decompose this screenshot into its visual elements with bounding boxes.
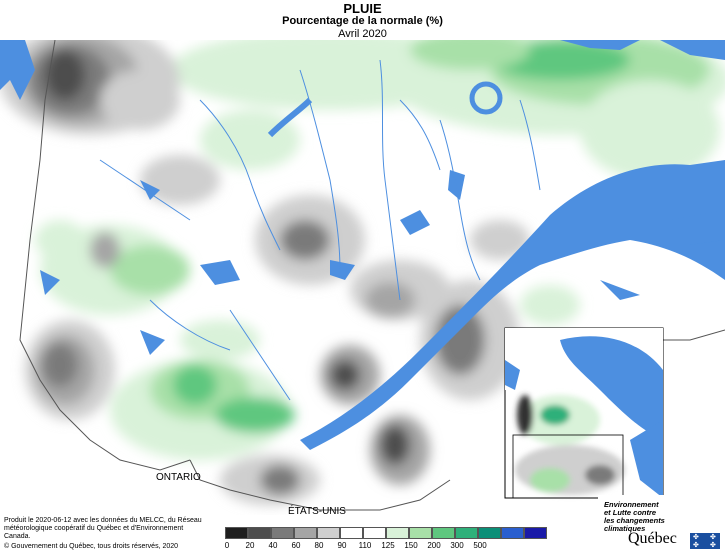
- precip-shading: [0, 40, 725, 505]
- ministry-line: et Lutte contre: [604, 508, 657, 517]
- legend-swatch: [271, 527, 294, 539]
- legend-tick-label: 300: [450, 541, 464, 550]
- ministry-line: les changements: [604, 516, 665, 525]
- quebec-flag-icon: ✤ ✤ ✤ ✤: [690, 533, 720, 549]
- legend-swatch: [478, 527, 501, 539]
- legend-swatch: [432, 527, 455, 539]
- ministry-line: Environnement: [604, 500, 659, 509]
- legend-swatch: [455, 527, 478, 539]
- st-lawrence-estuary: [300, 160, 725, 450]
- legend-swatch: [294, 527, 317, 539]
- legend-tick-label: 40: [268, 541, 278, 550]
- map-subtitle: Pourcentage de la normale (%): [282, 15, 443, 27]
- production-credit: Produit le 2020-06-12 avec les données d…: [4, 517, 202, 540]
- legend-tick-label: 80: [314, 541, 324, 550]
- legend-swatch: [317, 527, 340, 539]
- ministry-name: Environnement et Lutte contre les change…: [604, 501, 722, 533]
- legend-swatch: [340, 527, 363, 539]
- legend-tick-label: 500: [473, 541, 487, 550]
- ontario-label: ONTARIO: [156, 472, 201, 483]
- legend-tick-label: 20: [245, 541, 255, 550]
- usa-label: ÉTATS-UNIS: [288, 506, 346, 517]
- legend-tick-label: 90: [337, 541, 347, 550]
- copyright: © Gouvernement du Québec, tous droits ré…: [4, 543, 179, 550]
- legend-tick-label: 60: [291, 541, 301, 550]
- ministry-line: climatiques: [604, 524, 646, 533]
- map-title: PLUIE: [343, 1, 382, 16]
- legend-swatch: [409, 527, 432, 539]
- north-water: [0, 40, 35, 100]
- legend-swatch: [386, 527, 409, 539]
- legend-tick-label: 110: [358, 541, 372, 550]
- legend-tick-label: 125: [381, 541, 395, 550]
- inset-map: [504, 327, 664, 499]
- boundaries: [19, 40, 725, 511]
- legend-tick-label: 0: [224, 541, 230, 550]
- legend-swatch: [248, 527, 271, 539]
- legend-tick-label: 150: [404, 541, 418, 550]
- manicouagan-reservoir: [469, 81, 503, 115]
- legend-swatch: [363, 527, 386, 539]
- usa-border: [189, 459, 451, 511]
- water-bodies: [0, 40, 725, 450]
- ontario-border: [19, 40, 191, 471]
- map-period: Avril 2020: [338, 28, 387, 40]
- legend-swatch: [225, 527, 248, 539]
- rivers: [99, 59, 541, 401]
- legend-swatch: [501, 527, 524, 539]
- precipitation-map: [0, 40, 725, 515]
- quebec-logo: Québec: [628, 530, 677, 547]
- legend-tick-label: 200: [427, 541, 441, 550]
- legend-swatch: [524, 527, 547, 539]
